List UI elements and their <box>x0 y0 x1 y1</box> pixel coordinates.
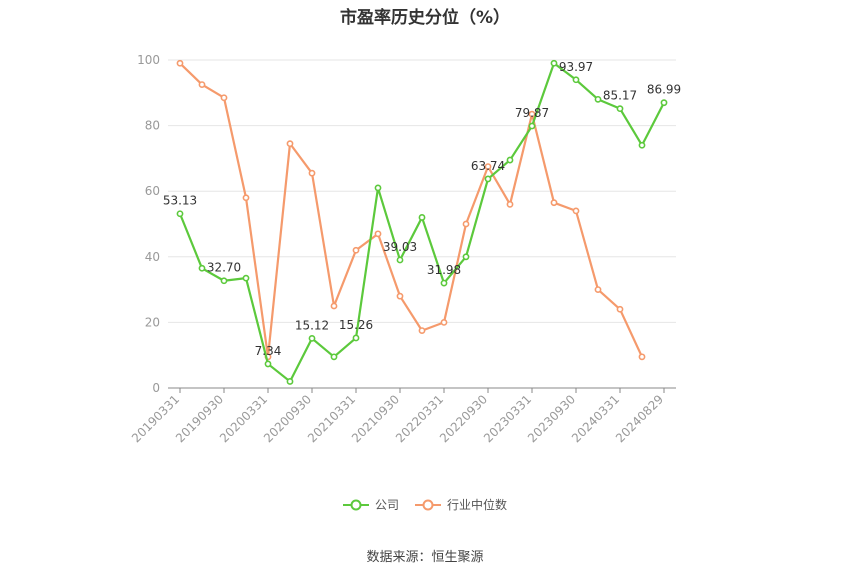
data-point-industry-median <box>594 286 602 293</box>
data-point-company <box>506 156 514 164</box>
data-point-industry-median <box>308 169 316 177</box>
data-point-company <box>242 274 250 282</box>
series-line-industry-median <box>179 62 643 358</box>
x-tick-label: 20240829 <box>613 392 666 445</box>
data-point-company <box>572 76 580 84</box>
data-point-company <box>396 256 404 264</box>
data-label: 32.70 <box>207 261 241 275</box>
legend: 公司 行业中位数 <box>0 496 850 513</box>
y-tick-label: 40 <box>145 250 160 264</box>
data-point-company <box>330 353 338 361</box>
data-point-industry-median <box>242 194 250 202</box>
data-point-industry-median <box>198 81 206 88</box>
data-label: 85.17 <box>603 89 637 103</box>
legend-company-marker <box>342 499 369 510</box>
data-point-company <box>264 360 272 368</box>
data-point-company <box>462 253 470 261</box>
data-point-company <box>308 335 316 342</box>
data-label: 63.74 <box>471 159 505 173</box>
series-lines <box>176 59 668 385</box>
data-point-company <box>594 95 602 103</box>
data-point-company <box>638 141 646 149</box>
data-point-company <box>418 214 426 221</box>
y-tick-label: 60 <box>145 184 160 198</box>
data-label: 39.03 <box>383 240 417 254</box>
data-point-company <box>440 279 448 287</box>
y-tick-label: 80 <box>145 119 160 133</box>
data-point-industry-median <box>638 353 646 361</box>
data-point-company <box>286 378 294 385</box>
data-point-company <box>528 122 536 130</box>
data-point-industry-median <box>352 246 360 254</box>
data-point-company <box>220 277 228 285</box>
legend-item-company[interactable]: 公司 <box>342 496 399 513</box>
data-point-company <box>660 99 668 107</box>
data-label: 7.34 <box>255 344 282 358</box>
data-point-company <box>484 175 492 183</box>
data-label: 93.97 <box>559 60 593 74</box>
data-point-industry-median <box>462 220 470 228</box>
data-point-industry-median <box>396 292 404 300</box>
data-point-company <box>374 184 382 192</box>
chart-title: 市盈率历史分位（%） <box>339 8 511 28</box>
data-point-industry-median <box>616 305 624 313</box>
legend-item-industry-median[interactable]: 行业中位数 <box>415 496 507 513</box>
data-point-industry-median <box>506 200 514 208</box>
data-point-industry-median <box>440 318 448 326</box>
data-point-company <box>550 59 558 67</box>
y-tick-label: 100 <box>137 53 160 67</box>
data-point-industry-median <box>528 110 536 118</box>
y-tick-label: 0 <box>152 381 160 395</box>
data-point-industry-median <box>286 140 294 148</box>
data-point-industry-median <box>374 230 382 238</box>
data-label: 86.99 <box>647 83 681 97</box>
data-point-company <box>198 264 206 272</box>
data-label: 15.26 <box>339 318 373 332</box>
data-label: 53.13 <box>163 194 197 208</box>
legend-industry-label: 行业中位数 <box>447 498 508 512</box>
source-note: 数据来源：恒生聚源 <box>366 550 484 565</box>
data-point-industry-median <box>176 59 184 67</box>
legend-company-label: 公司 <box>374 498 399 512</box>
y-tick-label: 20 <box>145 315 160 329</box>
data-point-industry-median <box>550 199 558 207</box>
data-point-industry-median <box>484 163 492 170</box>
data-label: 15.12 <box>295 318 329 332</box>
data-point-industry-median <box>330 302 338 310</box>
data-point-company <box>616 105 624 113</box>
data-point-company <box>352 334 360 342</box>
data-label: 31.98 <box>427 263 461 277</box>
data-point-industry-median <box>220 94 228 102</box>
data-point-industry-median <box>572 207 580 215</box>
data-point-industry-median <box>418 327 426 334</box>
data-labels: 53.13 32.70 7.34 15.12 15.26 39.03 31.98 63.74 7… <box>163 60 681 358</box>
grid-lines <box>168 59 676 323</box>
legend-industry-marker <box>415 499 441 510</box>
data-point-company <box>176 210 184 218</box>
data-label: 79.87 <box>515 106 549 120</box>
